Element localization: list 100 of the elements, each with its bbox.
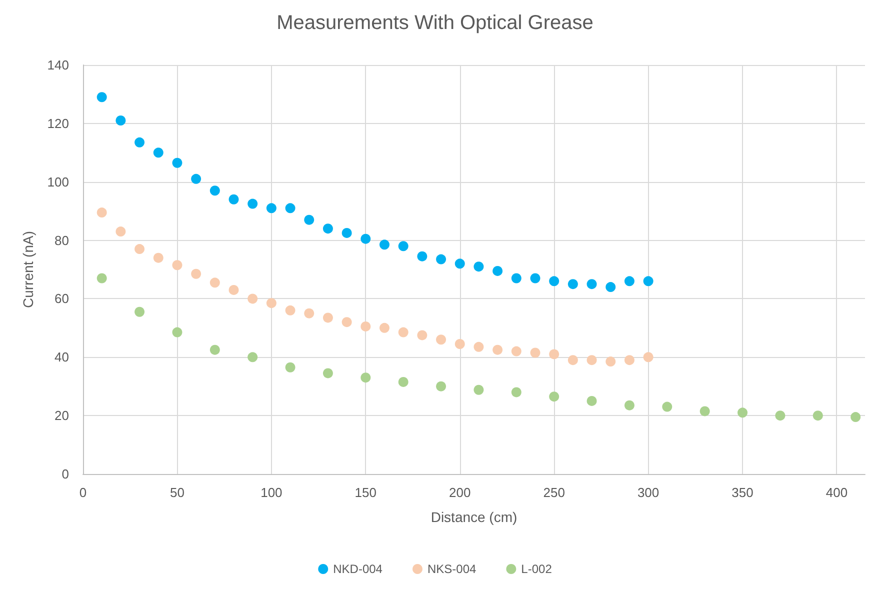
y-tick-label: 40 (54, 350, 69, 365)
point (398, 241, 408, 252)
y-tick-label: 140 (47, 58, 69, 72)
point (738, 408, 748, 418)
point (210, 278, 220, 288)
point (643, 352, 654, 362)
x-tick-label: 250 (543, 485, 565, 500)
point (775, 410, 786, 421)
point (549, 392, 560, 402)
point (530, 273, 540, 284)
x-tick-label: 200 (449, 485, 471, 500)
legend-label: NKS-004 (427, 562, 477, 576)
point (172, 260, 182, 270)
x-tick-label: 50 (170, 485, 184, 500)
point (210, 186, 220, 196)
point (248, 198, 258, 209)
point (586, 355, 597, 366)
point (511, 273, 522, 284)
point (530, 348, 540, 358)
point (662, 402, 672, 412)
point (568, 279, 578, 290)
point (624, 355, 634, 366)
point (153, 148, 164, 158)
point (285, 203, 296, 214)
point (304, 308, 314, 318)
point (436, 254, 446, 264)
point (266, 298, 276, 308)
point (511, 387, 522, 398)
x-tick-label: 300 (637, 485, 660, 500)
point (134, 137, 145, 148)
point (228, 284, 239, 295)
point (248, 352, 258, 362)
point (191, 268, 202, 279)
point (624, 400, 634, 410)
point (417, 251, 428, 262)
point (398, 376, 408, 387)
point (492, 344, 503, 355)
point (380, 322, 390, 333)
point (436, 381, 446, 392)
x-tick-label: 400 (826, 485, 848, 500)
point (116, 226, 126, 237)
point (116, 116, 126, 126)
y-tick-label: 0 (62, 466, 69, 482)
point (417, 330, 428, 340)
point (248, 294, 258, 304)
point (96, 92, 107, 102)
y-tick-label: 80 (54, 232, 69, 248)
point (700, 406, 710, 416)
point (96, 273, 107, 284)
point (342, 228, 352, 238)
point (474, 384, 484, 395)
point (342, 317, 352, 328)
point (360, 234, 371, 244)
point (643, 276, 654, 286)
point (454, 339, 465, 349)
point (380, 240, 390, 250)
point (285, 305, 296, 316)
point (322, 224, 333, 234)
point (454, 258, 465, 269)
legend-label: NKD-004 (333, 562, 383, 576)
point (134, 306, 145, 317)
point (492, 266, 503, 276)
point (436, 334, 446, 345)
point (398, 327, 408, 338)
point (285, 362, 296, 372)
point (850, 412, 861, 422)
y-tick-label: 100 (47, 174, 69, 190)
x-tick-label: 350 (732, 485, 754, 500)
point (134, 244, 145, 254)
point (191, 174, 202, 184)
point (549, 349, 560, 360)
legend-label: L-002 (521, 562, 552, 576)
point (606, 356, 616, 367)
point (304, 214, 314, 225)
y-tick-label: 60 (54, 291, 69, 306)
x-tick-label: 0 (79, 485, 87, 500)
x-tick-label: 100 (260, 485, 282, 500)
point (210, 344, 220, 355)
point (624, 276, 634, 286)
point (606, 282, 616, 292)
chart-title: Measurements With Optical Grease (276, 12, 594, 34)
point (172, 327, 182, 338)
y-axis-title: Current (nA) (20, 230, 36, 308)
point (568, 355, 578, 366)
point (266, 203, 276, 214)
point (474, 342, 484, 352)
point (474, 262, 484, 272)
point (172, 158, 182, 168)
point (322, 368, 333, 378)
point (812, 410, 823, 421)
point (360, 321, 371, 332)
y-tick-label: 120 (47, 116, 69, 131)
point (322, 312, 333, 323)
point (511, 346, 522, 356)
point (360, 372, 371, 383)
x-axis-title: Distance (cm) (430, 509, 518, 525)
y-tick-label: 20 (54, 408, 69, 424)
point (586, 279, 597, 290)
point (228, 194, 239, 204)
x-tick-label: 150 (354, 485, 376, 500)
